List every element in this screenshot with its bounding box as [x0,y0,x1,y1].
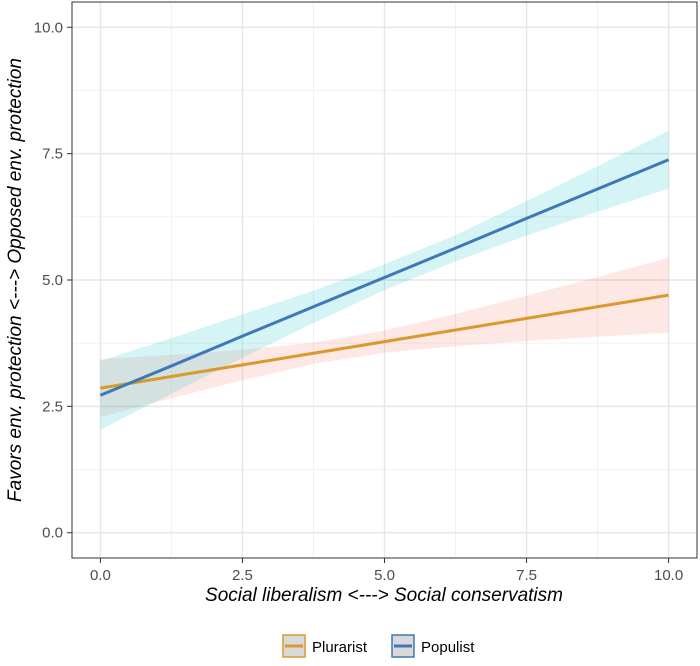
line-plurarist [100,293,669,390]
x-tick-label: 2.5 [232,567,253,584]
grid [72,2,697,558]
axis-ticks: 0.0 2.5 5.0 7.5 10.0 0.0 2.5 5.0 7.5 10.0 [34,19,683,584]
y-tick-label: 0.0 [42,525,63,542]
x-tick-label: 5.0 [374,567,395,584]
x-tick-label: 7.5 [516,567,537,584]
legend: Plurarist Populist [282,634,475,658]
y-tick-label: 5.0 [42,272,63,289]
confidence-bands [100,130,669,430]
y-tick-label: 10.0 [34,19,63,36]
confidence-band-populist [100,130,669,430]
legend-label: Plurarist [312,639,368,656]
y-tick-label: 7.5 [42,146,63,163]
x-axis-title: Social liberalism <---> Social conservat… [205,585,563,606]
y-axis-title: Favors env. protection <---> Opposed env… [5,58,26,502]
y-tick-label: 2.5 [42,398,63,415]
legend-label: Populist [421,639,475,656]
x-tick-label: 10.0 [654,567,683,584]
confidence-band-plurarist [100,257,669,417]
x-tick-label: 0.0 [90,567,111,584]
line-populist [99,158,670,397]
series-lines [99,158,670,397]
